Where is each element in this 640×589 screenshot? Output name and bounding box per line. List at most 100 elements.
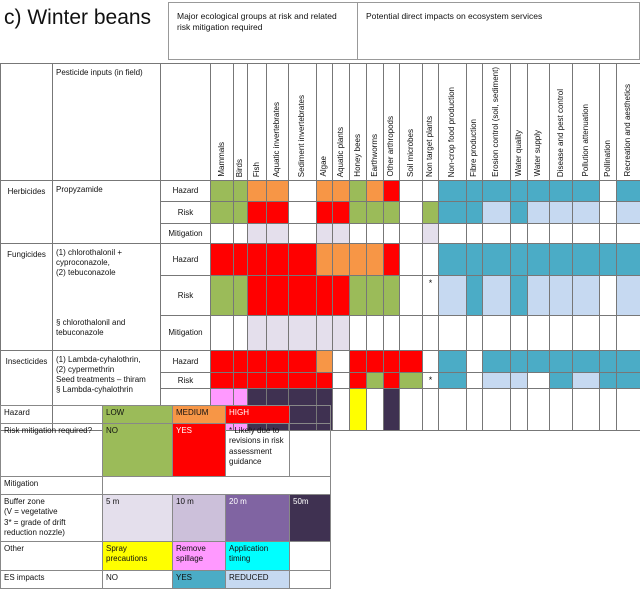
matrix-cell [600, 372, 617, 388]
matrix-cell [617, 201, 640, 223]
matrix-cell [483, 243, 511, 275]
matrix-cell [511, 223, 528, 243]
matrix-cell [317, 315, 333, 350]
legend-es-yes: YES [173, 570, 226, 588]
matrix-cell [483, 180, 511, 201]
column-header-label: Disease and pest control [557, 86, 566, 180]
matrix-cell [550, 350, 573, 372]
matrix-cell [528, 372, 550, 388]
matrix-cell: * [423, 372, 439, 388]
matrix-cell [211, 180, 234, 201]
matrix-cell [573, 243, 600, 275]
matrix-cell [439, 201, 467, 223]
pesticide-category: Fungicides [1, 243, 53, 350]
column-header-label: Pollution attenuation [582, 101, 591, 180]
row-label: Mitigation [161, 223, 211, 243]
matrix-cell [483, 223, 511, 243]
matrix-cell [617, 388, 640, 430]
legend-yes: YES [173, 424, 226, 477]
column-header: Non-crop food production [439, 64, 467, 181]
matrix-cell [367, 350, 384, 372]
matrix-cell [511, 275, 528, 315]
row-label: Risk [161, 275, 211, 315]
legend-medium: MEDIUM [173, 406, 226, 424]
matrix-cell [317, 350, 333, 372]
matrix-cell [333, 388, 350, 430]
matrix-cell [573, 275, 600, 315]
legend-blank [290, 541, 331, 570]
matrix-cell [317, 223, 333, 243]
matrix-cell [211, 372, 234, 388]
legend-row-buffer: Buffer zone (V = vegetative 3* = grade o… [1, 495, 331, 542]
column-header: Erosion control (soil, sediment) [483, 64, 511, 181]
legend-row-risk: Risk mitigation required? NO YES * Likel… [1, 424, 331, 477]
column-header-label: Erosion control (soil, sediment) [492, 64, 501, 180]
matrix-cell [400, 201, 423, 223]
matrix-cell [267, 201, 289, 223]
matrix-cell [384, 275, 400, 315]
legend-remove-spillage: Remove spillage [173, 541, 226, 570]
matrix-cell [350, 223, 367, 243]
matrix-cell [350, 243, 367, 275]
matrix-cell [267, 180, 289, 201]
matrix-cell [333, 275, 350, 315]
column-header: Water supply [528, 64, 550, 181]
matrix-cell [350, 201, 367, 223]
matrix-cell [617, 180, 640, 201]
matrix-cell [267, 243, 289, 275]
matrix-cell [317, 201, 333, 223]
matrix-row: Fungicides(1) chlorothalonil + cyprocona… [1, 243, 640, 275]
legend-row-other: Other Spray precautions Remove spillage … [1, 541, 331, 570]
matrix-cell [423, 201, 439, 223]
matrix-cell [367, 223, 384, 243]
matrix-cell [439, 372, 467, 388]
legend-es-reduced: REDUCED [226, 570, 290, 588]
row-label: Risk [161, 372, 211, 388]
matrix-cell [350, 372, 367, 388]
matrix-cell [211, 243, 234, 275]
legend-blank [103, 477, 331, 495]
legend-es-no: NO [103, 570, 173, 588]
legend-spray-precautions: Spray precautions [103, 541, 173, 570]
matrix-cell [400, 315, 423, 350]
matrix-cell [400, 223, 423, 243]
matrix-cell [333, 201, 350, 223]
legend-no: NO [103, 424, 173, 477]
matrix-cell [384, 350, 400, 372]
matrix-cell [573, 315, 600, 350]
column-header: Earthworms [367, 64, 384, 181]
matrix-cell [423, 223, 439, 243]
matrix-cell [333, 223, 350, 243]
matrix-cell [550, 388, 573, 430]
column-header-label: Fibre production [470, 116, 479, 180]
matrix-cell [550, 275, 573, 315]
matrix-cell [384, 223, 400, 243]
matrix-cell [467, 243, 483, 275]
row-label: Hazard [161, 243, 211, 275]
column-header: Sediment invertebrates [289, 64, 317, 181]
matrix-cell [483, 372, 511, 388]
matrix-cell [528, 275, 550, 315]
matrix-cell [573, 372, 600, 388]
matrix-cell [483, 388, 511, 430]
legend-row-hazard: Hazard LOW MEDIUM HIGH [1, 406, 331, 424]
matrix-cell [400, 243, 423, 275]
legend-row-es: ES impacts NO YES REDUCED [1, 570, 331, 588]
matrix-cell [467, 388, 483, 430]
matrix-cell [367, 372, 384, 388]
column-header-label: Birds [236, 156, 245, 180]
matrix-cell [573, 180, 600, 201]
matrix-cell [289, 372, 317, 388]
matrix-cell [573, 388, 600, 430]
column-header-label: Mammals [218, 139, 227, 180]
matrix-cell [600, 275, 617, 315]
column-header: Non target plants [423, 64, 439, 181]
matrix-cell [600, 180, 617, 201]
matrix-cell [234, 243, 248, 275]
matrix-cell [573, 223, 600, 243]
page-title: c) Winter beans [4, 6, 151, 30]
matrix-cell [528, 180, 550, 201]
matrix-cell [467, 315, 483, 350]
